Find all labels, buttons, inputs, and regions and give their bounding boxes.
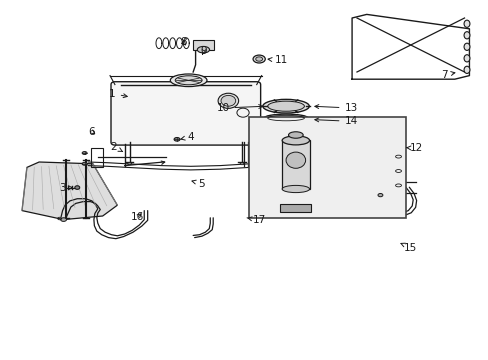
Ellipse shape — [253, 55, 265, 63]
Ellipse shape — [82, 152, 87, 154]
Ellipse shape — [288, 132, 303, 138]
Text: 12: 12 — [406, 143, 423, 153]
Ellipse shape — [240, 163, 244, 165]
Text: 13: 13 — [314, 103, 357, 113]
Text: 7: 7 — [440, 70, 454, 80]
Text: 17: 17 — [246, 215, 265, 225]
Text: 6: 6 — [88, 127, 95, 137]
Ellipse shape — [377, 194, 382, 197]
Text: 15: 15 — [400, 243, 417, 253]
Text: 3: 3 — [59, 183, 72, 193]
Text: 4: 4 — [181, 132, 194, 142]
Ellipse shape — [197, 46, 209, 53]
Ellipse shape — [174, 138, 180, 141]
Ellipse shape — [463, 55, 469, 62]
Text: 11: 11 — [267, 55, 287, 66]
Ellipse shape — [264, 114, 307, 122]
Text: 1: 1 — [109, 89, 127, 99]
Bar — [193, 40, 213, 50]
Text: 16: 16 — [131, 212, 144, 222]
Ellipse shape — [82, 162, 87, 165]
Bar — [249, 117, 405, 218]
Text: 9: 9 — [200, 46, 206, 57]
Ellipse shape — [463, 32, 469, 39]
Bar — [282, 140, 309, 189]
Ellipse shape — [127, 163, 131, 165]
Text: 5: 5 — [192, 179, 204, 189]
Polygon shape — [22, 162, 117, 220]
Ellipse shape — [175, 76, 202, 85]
Ellipse shape — [218, 93, 238, 108]
Ellipse shape — [282, 136, 309, 145]
Text: 8: 8 — [180, 37, 186, 48]
Bar — [91, 148, 102, 167]
Ellipse shape — [61, 218, 66, 221]
Text: 14: 14 — [314, 116, 357, 126]
Ellipse shape — [75, 186, 80, 189]
Ellipse shape — [170, 74, 206, 86]
Ellipse shape — [282, 185, 309, 193]
Text: 2: 2 — [110, 142, 122, 152]
FancyBboxPatch shape — [111, 82, 260, 145]
Ellipse shape — [463, 66, 469, 73]
Ellipse shape — [463, 20, 469, 27]
Ellipse shape — [267, 101, 304, 111]
Ellipse shape — [463, 43, 469, 50]
Text: 10: 10 — [216, 103, 262, 113]
Ellipse shape — [285, 152, 305, 168]
Bar — [280, 204, 311, 212]
Ellipse shape — [221, 95, 235, 106]
Ellipse shape — [255, 57, 262, 61]
Ellipse shape — [262, 99, 308, 113]
